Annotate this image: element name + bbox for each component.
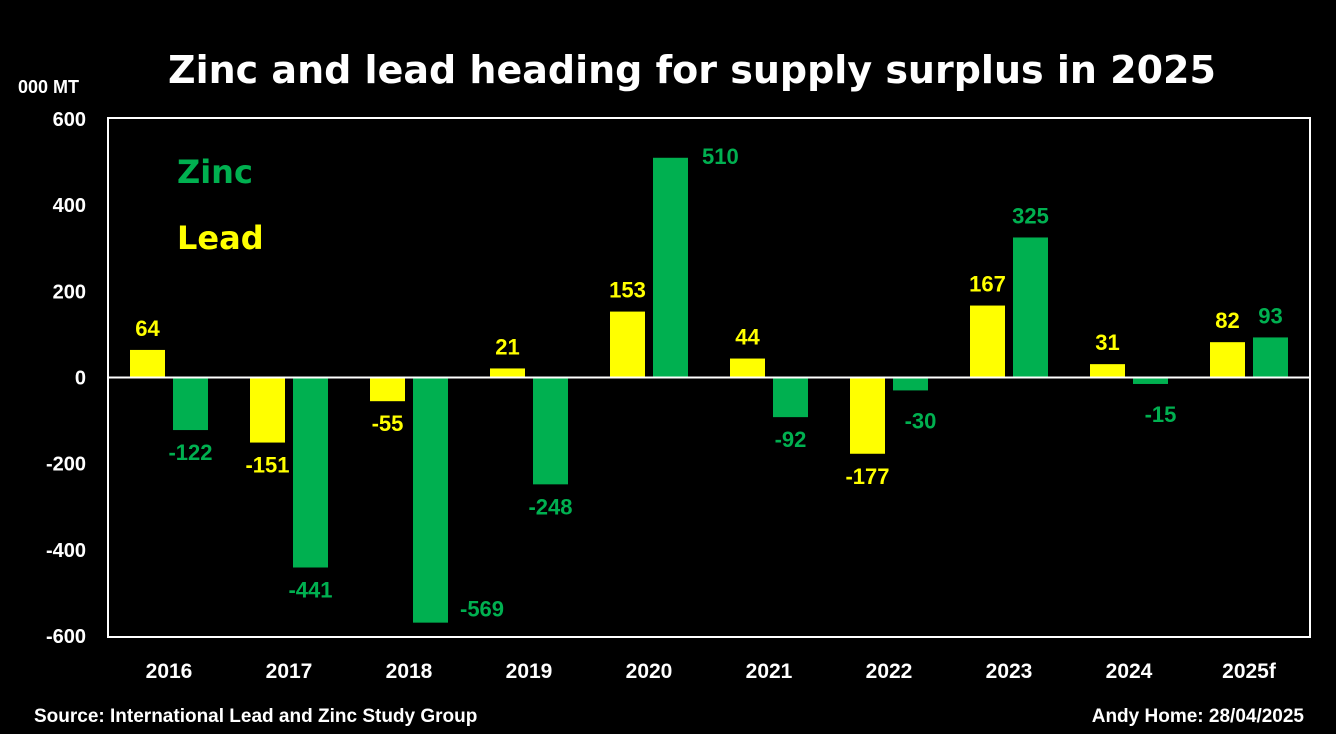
x-tick-label: 2017	[266, 660, 313, 683]
zinc-data-label-2025f: 93	[1258, 303, 1282, 328]
x-tick-label: 2022	[866, 660, 913, 683]
lead-data-label-2025f: 82	[1215, 308, 1239, 333]
chart-title: Zinc and lead heading for supply surplus…	[168, 48, 1216, 92]
zinc-data-label-2019: -248	[528, 494, 572, 519]
lead-data-label-2021: 44	[735, 325, 760, 350]
x-axis-ticks: 2016 2017 2018 2019 2020 2021 2022 2023 2024 2025…	[146, 660, 1277, 683]
x-tick-label: 2020	[626, 660, 673, 683]
legend-zinc: Zinc	[177, 153, 253, 191]
zinc-data-label-2020: 510	[702, 144, 739, 169]
zinc-data-label-2016: -122	[168, 440, 212, 465]
zinc-data-label-2022: -30	[905, 408, 937, 433]
zinc-bar-2022	[893, 377, 928, 391]
lead-data-label-2024: 31	[1095, 330, 1119, 355]
x-tick-label: 2018	[386, 660, 433, 683]
lead-data-label-2023: 167	[969, 272, 1006, 297]
y-axis-ticks: 600 400 200 0 -200 -400 -600	[46, 109, 86, 648]
lead-data-label-2016: 64	[135, 316, 160, 341]
zinc-data-label-2021: -92	[775, 427, 807, 452]
x-tick-label: 2016	[146, 660, 193, 683]
lead-bar-2020	[610, 311, 645, 378]
lead-bar-2018	[370, 377, 405, 402]
lead-bar-2023	[970, 305, 1005, 378]
lead-bar-2025f	[1210, 342, 1245, 378]
x-tick-label: 2024	[1106, 660, 1153, 683]
lead-data-label-2017: -151	[245, 453, 289, 478]
y-tick-label: -200	[46, 454, 86, 476]
zinc-data-label-2024: -15	[1145, 402, 1177, 427]
data-labels: 64 -122 -151 -441 -55 -569 21 -248 153 510 44 -92 -1…	[135, 144, 1282, 622]
lead-bar-2024	[1090, 364, 1125, 378]
y-tick-label: 0	[75, 368, 86, 390]
zinc-bar-2020	[653, 157, 688, 378]
y-tick-label: 400	[53, 195, 86, 217]
lead-data-label-2018: -55	[372, 411, 404, 436]
lead-bar-2019	[490, 368, 525, 378]
lead-data-label-2019: 21	[495, 334, 519, 359]
zinc-bar-2016	[173, 377, 208, 431]
x-tick-label: 2021	[746, 660, 793, 683]
zinc-data-label-2018: -569	[460, 597, 504, 622]
zinc-bar-2021	[773, 377, 808, 418]
y-tick-label: 200	[53, 281, 86, 303]
lead-data-label-2020: 153	[609, 278, 646, 303]
legend: Zinc Lead	[177, 153, 264, 257]
lead-bar-2017	[250, 377, 285, 443]
lead-bar-2016	[130, 349, 165, 378]
lead-bar-2021	[730, 358, 765, 378]
zinc-data-label-2023: 325	[1012, 203, 1049, 228]
plot-area-frame	[107, 117, 1311, 638]
y-tick-label: 600	[53, 109, 86, 131]
y-axis-unit-label: 000 MT	[18, 77, 79, 97]
legend-lead: Lead	[177, 219, 264, 257]
source-note: Source: International Lead and Zinc Stud…	[34, 706, 477, 727]
zinc-bar-2025f	[1253, 337, 1288, 378]
bars	[130, 157, 1288, 623]
x-tick-label: 2025f	[1222, 660, 1277, 683]
zinc-bar-2017	[293, 377, 328, 568]
y-tick-label: -400	[46, 540, 86, 562]
y-tick-label: -600	[46, 626, 86, 648]
lead-data-label-2022: -177	[845, 464, 889, 489]
x-tick-label: 2023	[986, 660, 1033, 683]
x-tick-label: 2019	[506, 660, 553, 683]
zinc-bar-2024	[1133, 377, 1168, 384]
author-date-note: Andy Home: 28/04/2025	[1092, 706, 1305, 727]
zinc-bar-2023	[1013, 237, 1048, 378]
lead-bar-2022	[850, 377, 885, 454]
zinc-bar-2018	[413, 377, 448, 623]
zinc-data-label-2017: -441	[288, 577, 332, 602]
zinc-bar-2019	[533, 377, 568, 485]
